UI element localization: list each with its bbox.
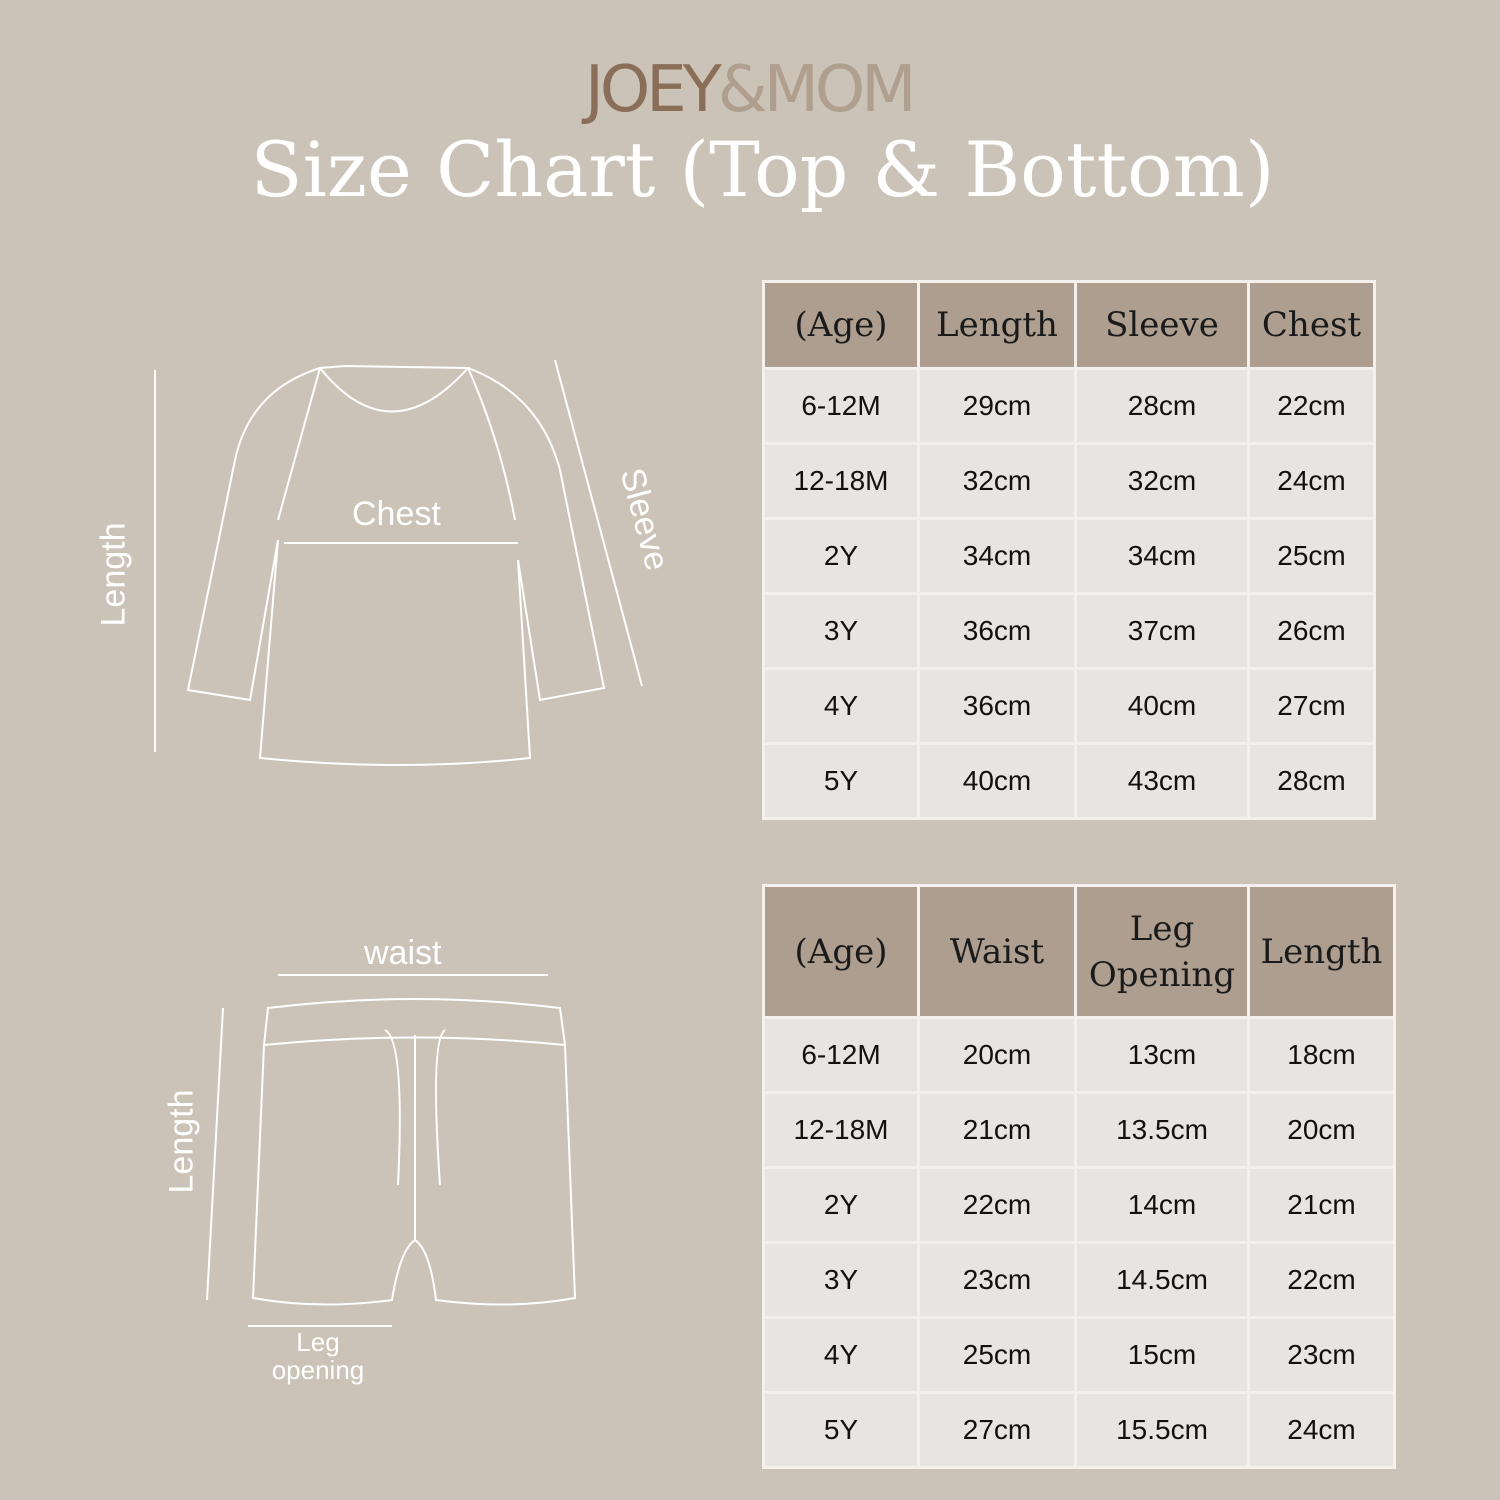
table-cell: 22cm bbox=[1247, 367, 1376, 445]
table-cell: 34cm bbox=[917, 517, 1077, 595]
table-row: 12-18M 21cm 13.5cm 20cm bbox=[762, 1091, 1396, 1169]
table-row: 12-18M 32cm 32cm 24cm bbox=[762, 442, 1376, 520]
table-row: 4Y 36cm 40cm 27cm bbox=[762, 667, 1376, 745]
table-cell: 3Y bbox=[762, 1241, 920, 1319]
leg-opening-label: Leg opening bbox=[271, 1327, 365, 1385]
table-header-row: (Age) Length Sleeve Chest bbox=[762, 280, 1376, 370]
table-cell: 14.5cm bbox=[1074, 1241, 1250, 1319]
table-cell: 2Y bbox=[762, 517, 920, 595]
table-cell: 36cm bbox=[917, 667, 1077, 745]
table-cell: 15cm bbox=[1074, 1316, 1250, 1394]
table-cell: 26cm bbox=[1247, 592, 1376, 670]
header-cell: Length bbox=[917, 280, 1077, 370]
table-cell: 24cm bbox=[1247, 442, 1376, 520]
table-cell: 4Y bbox=[762, 1316, 920, 1394]
table-cell: 14cm bbox=[1074, 1166, 1250, 1244]
page-title: Size Chart (Top & Bottom) bbox=[250, 125, 1275, 214]
table-cell: 32cm bbox=[1074, 442, 1250, 520]
table-cell: 25cm bbox=[1247, 517, 1376, 595]
table-row: 5Y 27cm 15.5cm 24cm bbox=[762, 1391, 1396, 1469]
table-cell: 40cm bbox=[1074, 667, 1250, 745]
header-cell: Length bbox=[1247, 884, 1396, 1019]
header-cell: Chest bbox=[1247, 280, 1376, 370]
table-cell: 22cm bbox=[917, 1166, 1077, 1244]
shorts-illustration bbox=[206, 974, 577, 1327]
table-cell: 12-18M bbox=[762, 1091, 920, 1169]
table-cell: 28cm bbox=[1074, 367, 1250, 445]
shorts-length-label: Length bbox=[162, 1089, 201, 1194]
table-cell: 29cm bbox=[917, 367, 1077, 445]
table-cell: 21cm bbox=[1247, 1166, 1396, 1244]
table-cell: 27cm bbox=[917, 1391, 1077, 1469]
table-row: 5Y 40cm 43cm 28cm bbox=[762, 742, 1376, 820]
table-cell: 21cm bbox=[917, 1091, 1077, 1169]
top-length-label: Length bbox=[94, 522, 133, 627]
header-cell: Sleeve bbox=[1074, 280, 1250, 370]
table-row: 2Y 34cm 34cm 25cm bbox=[762, 517, 1376, 595]
table-cell: 43cm bbox=[1074, 742, 1250, 820]
table-cell: 3Y bbox=[762, 592, 920, 670]
table-cell: 23cm bbox=[1247, 1316, 1396, 1394]
table-cell: 15.5cm bbox=[1074, 1391, 1250, 1469]
table-cell: 24cm bbox=[1247, 1391, 1396, 1469]
top-chest-label: Chest bbox=[352, 495, 441, 533]
table-cell: 5Y bbox=[762, 1391, 920, 1469]
table-cell: 25cm bbox=[917, 1316, 1077, 1394]
table-cell: 37cm bbox=[1074, 592, 1250, 670]
waist-label: waist bbox=[364, 934, 442, 972]
bottom-size-table: (Age) Waist Leg Opening Length 6-12M 20cm… bbox=[762, 884, 1396, 1469]
table-cell: 32cm bbox=[917, 442, 1077, 520]
header-cell: Leg Opening bbox=[1074, 884, 1250, 1019]
table-row: 4Y 25cm 15cm 23cm bbox=[762, 1316, 1396, 1394]
table-row: 6-12M 20cm 13cm 18cm bbox=[762, 1016, 1396, 1094]
header-cell: (Age) bbox=[762, 280, 920, 370]
top-size-table: (Age) Length Sleeve Chest 6-12M 29cm 28cm 2… bbox=[762, 280, 1376, 820]
table-cell: 22cm bbox=[1247, 1241, 1396, 1319]
table-cell: 20cm bbox=[1247, 1091, 1396, 1169]
table-row: 3Y 23cm 14.5cm 22cm bbox=[762, 1241, 1396, 1319]
top-illustration bbox=[154, 359, 643, 766]
header-cell: Waist bbox=[917, 884, 1077, 1019]
table-row: 2Y 22cm 14cm 21cm bbox=[762, 1166, 1396, 1244]
table-cell: 40cm bbox=[917, 742, 1077, 820]
table-cell: 18cm bbox=[1247, 1016, 1396, 1094]
table-row: 6-12M 29cm 28cm 22cm bbox=[762, 367, 1376, 445]
table-cell: 6-12M bbox=[762, 1016, 920, 1094]
brand-logo: JOEY&MOM bbox=[585, 53, 916, 127]
table-header-row: (Age) Waist Leg Opening Length bbox=[762, 884, 1396, 1019]
shorts-length-arrow bbox=[206, 1007, 224, 1301]
table-row: 3Y 36cm 37cm 26cm bbox=[762, 592, 1376, 670]
table-cell: 20cm bbox=[917, 1016, 1077, 1094]
table-cell: 12-18M bbox=[762, 442, 920, 520]
table-cell: 4Y bbox=[762, 667, 920, 745]
header-cell: (Age) bbox=[762, 884, 920, 1019]
table-cell: 36cm bbox=[917, 592, 1077, 670]
table-cell: 6-12M bbox=[762, 367, 920, 445]
table-cell: 2Y bbox=[762, 1166, 920, 1244]
table-cell: 28cm bbox=[1247, 742, 1376, 820]
table-cell: 34cm bbox=[1074, 517, 1250, 595]
table-cell: 13.5cm bbox=[1074, 1091, 1250, 1169]
table-cell: 5Y bbox=[762, 742, 920, 820]
table-cell: 23cm bbox=[917, 1241, 1077, 1319]
table-cell: 27cm bbox=[1247, 667, 1376, 745]
table-cell: 13cm bbox=[1074, 1016, 1250, 1094]
sleeve-arrow bbox=[554, 359, 643, 687]
